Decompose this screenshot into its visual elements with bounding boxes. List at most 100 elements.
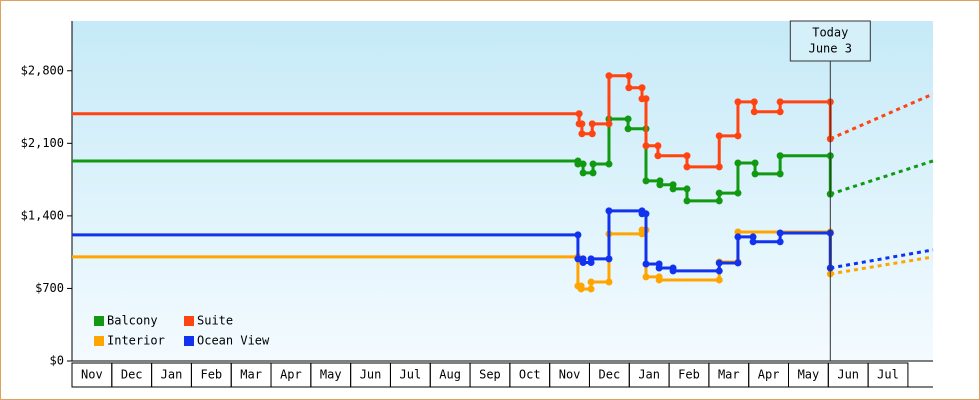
price-point [715,189,723,197]
price-point [587,255,595,263]
price-point [751,170,759,178]
forecast-line [829,92,934,141]
legend-swatch [94,336,104,346]
price-point [605,120,613,128]
price-point [642,260,650,268]
price-point [638,84,646,92]
price-point [776,170,784,178]
price-point [669,267,677,275]
price-point [577,285,585,293]
price-point [654,142,662,150]
price-point [578,120,586,128]
legend-label: Interior [107,334,165,348]
legend-swatch [184,316,194,326]
price-point [605,278,613,286]
x-tick-label: Jan [638,368,660,382]
price-point [715,163,723,171]
price-point [579,169,587,177]
price-point [642,177,650,185]
y-tick-label: $1,400 [21,208,64,222]
x-tick-label: Mar [240,368,262,382]
price-point [715,259,723,267]
price-point [625,84,633,92]
price-point [734,189,742,197]
price-point [749,238,757,246]
price-point [575,110,583,118]
price-point [750,108,758,116]
x-tick-label: Jan [161,368,183,382]
price-point [655,276,663,284]
price-point [587,278,595,286]
legend-swatch [94,316,104,326]
price-point [625,72,633,80]
price-point [683,185,691,193]
price-point [715,276,723,284]
price-point [776,98,784,106]
x-tick-label: Sep [479,368,501,382]
x-tick-label: Mar [718,368,740,382]
price-point [715,267,723,275]
x-tick-label: Jun [360,368,382,382]
price-point [642,95,650,103]
price-point [715,197,723,205]
price-point [734,259,742,267]
price-point [574,255,582,263]
legend-swatch [184,336,194,346]
price-point [751,159,759,167]
x-tick-label: Dec [599,368,621,382]
plot-background [72,21,933,361]
price-point [589,160,597,168]
y-tick-label: $2,100 [21,136,64,150]
price-point [588,130,596,138]
y-tick-label: $2,800 [21,63,64,77]
price-point [776,152,784,160]
price-point [579,259,587,267]
today-box [789,20,871,62]
price-point [776,108,784,116]
price-point [605,72,613,80]
price-point [656,181,664,189]
price-point [734,132,742,140]
price-point [642,142,650,150]
price-point [734,228,742,236]
price-point [683,163,691,171]
x-tick-label: Nov [81,368,103,382]
price-point [749,233,757,241]
price-point [734,233,742,241]
x-tick-label: Aug [439,368,461,382]
price-point [605,160,613,168]
forecast-line [829,159,934,196]
price-point [715,132,723,140]
forecast-line [830,248,934,270]
price-point [734,98,742,106]
price-point [642,273,650,281]
x-tick-label: May [320,368,342,382]
price-point [776,238,784,246]
x-tick-label: Jun [837,368,859,382]
price-point [624,125,632,133]
price-point [776,229,784,237]
x-tick-label: Apr [280,368,302,382]
price-point [587,285,595,293]
price-point [750,98,758,106]
x-tick-label: Oct [519,368,541,382]
x-tick-label: Nov [559,368,581,382]
x-tick-label: Dec [121,368,143,382]
price-point [683,152,691,160]
today-label: June 3 [809,42,852,56]
legend-label: Ocean View [197,334,270,348]
price-point [579,160,587,168]
price-point [574,160,582,168]
price-point [683,197,691,205]
price-point [642,210,650,218]
price-point [589,169,597,177]
legend-label: Balcony [107,314,158,328]
price-point [605,207,613,215]
today-label: Today [812,26,848,40]
price-point [588,120,596,128]
x-tick-label: Feb [678,368,700,382]
price-point [655,264,663,272]
x-tick-label: Apr [758,368,780,382]
